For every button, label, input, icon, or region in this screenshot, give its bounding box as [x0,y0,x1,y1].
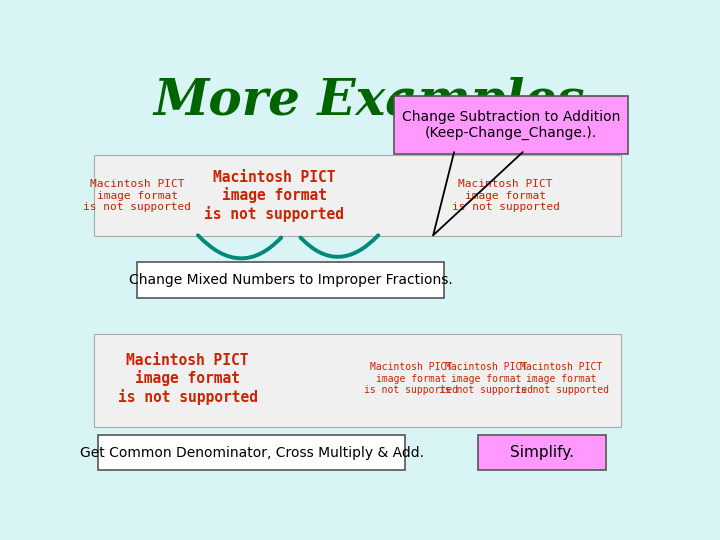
Text: Macintosh PICT
image format
is not supported: Macintosh PICT image format is not suppo… [364,362,458,395]
Text: Simplify.: Simplify. [510,445,574,460]
FancyBboxPatch shape [138,262,444,298]
Text: More Examples: More Examples [153,77,585,126]
Text: Macintosh PICT
image format
is not supported: Macintosh PICT image format is not suppo… [117,353,258,405]
Text: Change Subtraction to Addition
(Keep-Change_Change.).: Change Subtraction to Addition (Keep-Cha… [402,110,621,140]
Text: Macintosh PICT
image format
is not supported: Macintosh PICT image format is not suppo… [84,179,192,212]
Text: Change Mixed Numbers to Improper Fractions.: Change Mixed Numbers to Improper Fractio… [129,273,453,287]
Text: Get Common Denominator, Cross Multiply & Add.: Get Common Denominator, Cross Multiply &… [80,446,424,460]
Text: Macintosh PICT
image format
is not supported: Macintosh PICT image format is not suppo… [515,362,608,395]
FancyArrowPatch shape [301,235,378,257]
Text: Macintosh PICT
image format
is not supported: Macintosh PICT image format is not suppo… [451,179,559,212]
Text: Macintosh PICT
image format
is not supported: Macintosh PICT image format is not suppo… [204,170,344,222]
FancyBboxPatch shape [94,334,621,427]
FancyBboxPatch shape [99,435,405,470]
FancyBboxPatch shape [394,96,629,154]
FancyBboxPatch shape [478,435,606,470]
Text: Macintosh PICT
image format
is not supported: Macintosh PICT image format is not suppo… [439,362,534,395]
FancyArrowPatch shape [198,235,281,258]
FancyBboxPatch shape [94,156,621,236]
